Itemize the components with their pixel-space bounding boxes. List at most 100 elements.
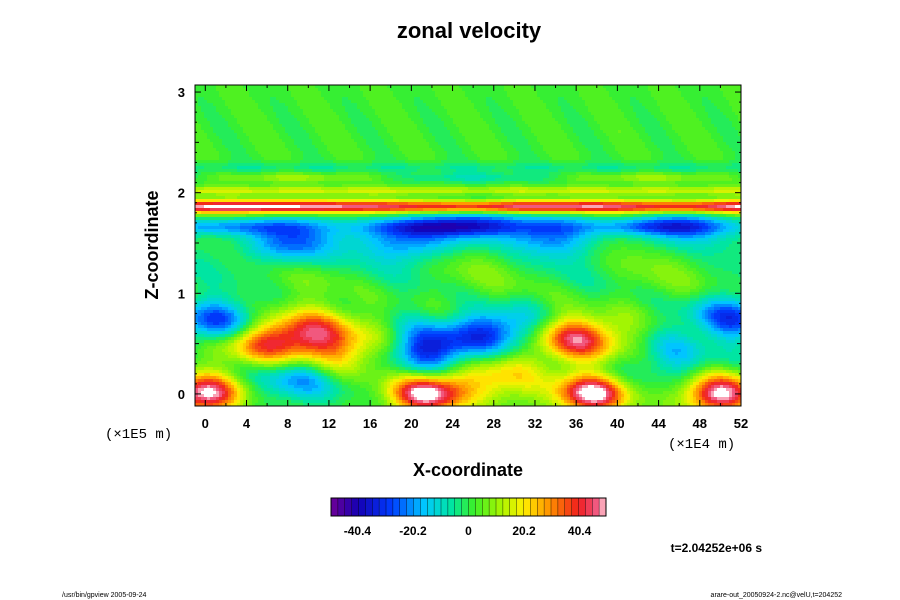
heatmap-cell	[255, 97, 259, 101]
heatmap-cell	[714, 139, 718, 143]
heatmap-cell	[369, 124, 373, 128]
heatmap-cell	[687, 100, 691, 104]
heatmap-cell	[591, 127, 595, 131]
heatmap-cell	[264, 127, 268, 131]
heatmap-cell	[435, 118, 439, 122]
heatmap-cell	[366, 157, 370, 161]
heatmap-cell	[423, 145, 427, 149]
heatmap-cell	[627, 94, 631, 98]
heatmap-cell	[498, 163, 502, 167]
heatmap-cell	[729, 103, 733, 107]
heatmap-cell	[324, 124, 328, 128]
heatmap-cell	[579, 130, 583, 134]
heatmap-cell	[597, 151, 601, 155]
heatmap-cell	[630, 118, 634, 122]
heatmap-cell	[441, 148, 445, 152]
heatmap-cell	[420, 112, 424, 116]
heatmap-cell	[390, 127, 394, 131]
heatmap-cell	[711, 151, 715, 155]
heatmap-cell	[564, 136, 568, 140]
heatmap-cell	[195, 118, 199, 122]
heatmap-cell	[357, 100, 361, 104]
heatmap-cell	[366, 97, 370, 101]
heatmap-cell	[543, 94, 547, 98]
heatmap-cell	[219, 109, 223, 113]
heatmap-cell	[717, 88, 721, 92]
heatmap-cell	[627, 118, 631, 122]
heatmap-cell	[660, 127, 664, 131]
heatmap-cell	[480, 136, 484, 140]
heatmap-cell	[693, 145, 697, 149]
heatmap-cell	[735, 160, 739, 164]
heatmap-cell	[303, 97, 307, 101]
heatmap-cell	[309, 85, 313, 89]
heatmap-cell	[720, 130, 724, 134]
heatmap-cell	[465, 85, 469, 89]
heatmap-cell	[513, 163, 517, 167]
heatmap-cell	[267, 157, 271, 161]
heatmap-cell	[453, 118, 457, 122]
heatmap-cell	[666, 139, 670, 143]
heatmap-cell	[501, 97, 505, 101]
heatmap-cell	[225, 124, 229, 128]
heatmap-cell	[333, 133, 337, 137]
heatmap-cell	[591, 145, 595, 149]
heatmap-cell	[627, 103, 631, 107]
heatmap-cell	[309, 160, 313, 164]
heatmap-cell	[702, 139, 706, 143]
heatmap-cell	[255, 166, 259, 170]
heatmap-cell	[654, 88, 658, 92]
heatmap-cell	[198, 157, 202, 161]
heatmap-cell	[498, 148, 502, 152]
heatmap-cell	[378, 145, 382, 149]
heatmap-cell	[618, 91, 622, 95]
heatmap-cell	[432, 154, 436, 158]
heatmap-cell	[369, 154, 373, 158]
heatmap-cell	[540, 151, 544, 155]
heatmap-cell	[378, 163, 382, 167]
heatmap-cell	[480, 106, 484, 110]
heatmap-cell	[291, 142, 295, 146]
heatmap-cell	[303, 142, 307, 146]
heatmap-cell	[240, 148, 244, 152]
heatmap-cell	[318, 166, 322, 170]
heatmap-cell	[642, 127, 646, 131]
heatmap-cell	[225, 160, 229, 164]
heatmap-cell	[321, 154, 325, 158]
heatmap-cell	[585, 103, 589, 107]
heatmap-cell	[615, 103, 619, 107]
heatmap-cell	[735, 88, 739, 92]
heatmap-cell	[237, 91, 241, 95]
heatmap-cell	[507, 91, 511, 95]
heatmap-cell	[738, 160, 741, 164]
heatmap-cell	[639, 142, 643, 146]
heatmap-cell	[639, 106, 643, 110]
heatmap-cell	[267, 94, 271, 98]
heatmap-cell	[654, 106, 658, 110]
heatmap-cell	[312, 163, 316, 167]
heatmap-cell	[693, 157, 697, 161]
heatmap-cell	[621, 136, 625, 140]
heatmap-cell	[348, 115, 352, 119]
heatmap-cell	[261, 100, 265, 104]
heatmap-cell	[327, 118, 331, 122]
heatmap-cell	[246, 118, 250, 122]
heatmap-cell	[396, 97, 400, 101]
heatmap-cell	[291, 109, 295, 113]
heatmap-cell	[702, 85, 706, 89]
heatmap-cell	[540, 163, 544, 167]
heatmap-cell	[315, 91, 319, 95]
heatmap-cell	[363, 118, 367, 122]
heatmap-cell	[486, 154, 490, 158]
heatmap-cell	[663, 88, 667, 92]
heatmap-cell	[225, 136, 229, 140]
heatmap-cell	[546, 145, 550, 149]
heatmap-cell	[198, 115, 202, 119]
heatmap-cell	[264, 133, 268, 137]
heatmap-cell	[219, 139, 223, 143]
heatmap-cell	[318, 139, 322, 143]
heatmap-cell	[207, 91, 211, 95]
heatmap-cell	[234, 109, 238, 113]
heatmap-cell	[198, 148, 202, 152]
heatmap-cell	[720, 136, 724, 140]
